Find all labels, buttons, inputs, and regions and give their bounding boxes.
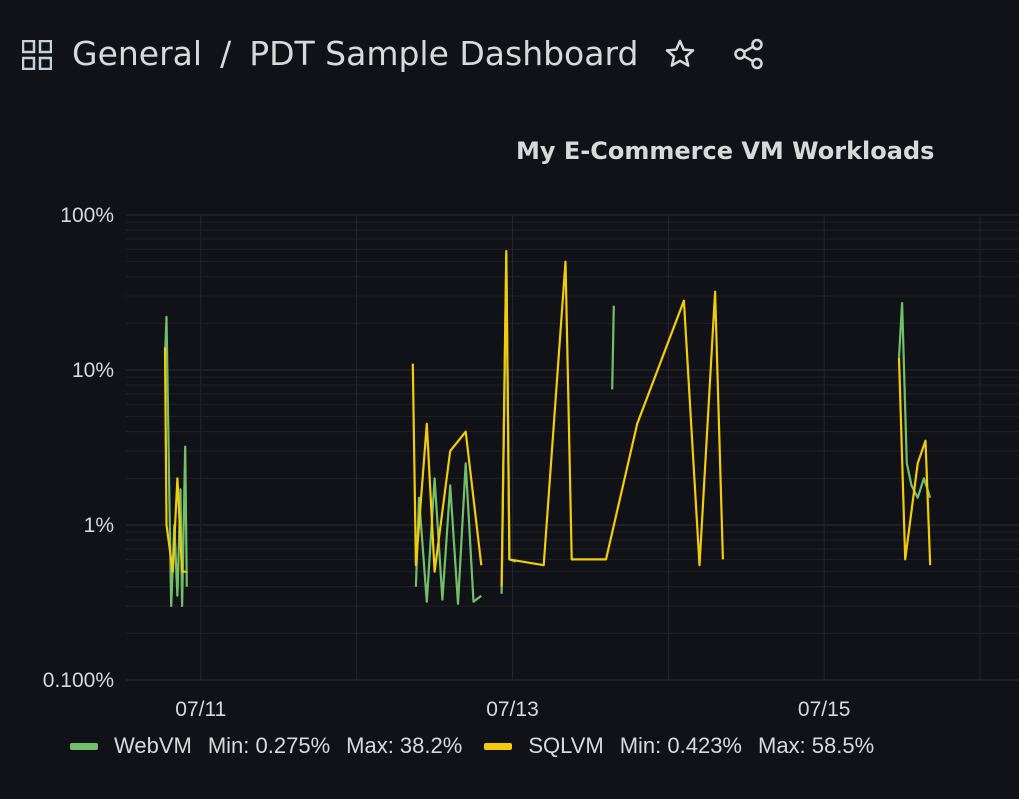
legend-max-sqlvm: Max: 58.5% — [758, 733, 875, 758]
series-line-sqlvm — [897, 357, 932, 566]
series-line-sqlvm — [411, 363, 483, 573]
share-icon[interactable] — [733, 38, 765, 70]
y-tick-label: 0.100% — [43, 669, 114, 692]
series-line-sqlvm — [163, 347, 187, 573]
x-tick-label: 07/11 — [175, 698, 226, 721]
series-line-webvm — [611, 305, 615, 390]
chart-grid — [126, 214, 1019, 681]
y-tick-label: 1% — [84, 514, 114, 537]
chart-legend: WebVM Min: 0.275% Max: 38.2% SQLVM Min: … — [70, 733, 896, 759]
star-icon[interactable] — [664, 38, 696, 70]
series-line-sqlvm — [500, 250, 724, 587]
legend-min-sqlvm: Min: 0.423% — [619, 733, 742, 758]
series-line-webvm — [414, 462, 482, 605]
legend-swatch-sqlvm — [484, 742, 513, 750]
legend-max-webvm: Max: 38.2% — [346, 733, 463, 758]
x-tick-label: 07/15 — [798, 698, 851, 721]
legend-min-webvm: Min: 0.275% — [207, 733, 331, 758]
breadcrumb-folder[interactable]: General — [72, 34, 203, 73]
apps-icon[interactable] — [22, 40, 52, 70]
breadcrumb: General / PDT Sample Dashboard — [72, 32, 638, 76]
y-tick-label: 100% — [60, 204, 114, 227]
series-line-webvm — [897, 302, 932, 499]
legend-swatch-webvm — [70, 742, 98, 750]
series-line-webvm — [163, 315, 188, 608]
breadcrumb-separator: / — [220, 34, 232, 73]
x-axis-ticks: 07/11 07/13 07/15 — [175, 698, 850, 721]
y-tick-label: 10% — [72, 359, 114, 382]
dashboard-title[interactable]: PDT Sample Dashboard — [249, 34, 639, 73]
x-tick-label: 07/13 — [486, 698, 539, 721]
legend-label-webvm: WebVM — [114, 733, 192, 758]
legend-item-sqlvm[interactable]: SQLVM Min: 0.423% Max: 58.5% — [484, 733, 874, 759]
panel-title: My E-Commerce VM Workloads — [516, 137, 935, 165]
dashboard-header: General / PDT Sample Dashboard — [0, 0, 1019, 110]
chart-series — [163, 250, 932, 608]
legend-label-sqlvm: SQLVM — [528, 733, 604, 758]
y-axis-ticks: 0.100% 1% 10% 100% — [43, 204, 114, 692]
legend-item-webvm[interactable]: WebVM Min: 0.275% Max: 38.2% — [70, 733, 462, 759]
